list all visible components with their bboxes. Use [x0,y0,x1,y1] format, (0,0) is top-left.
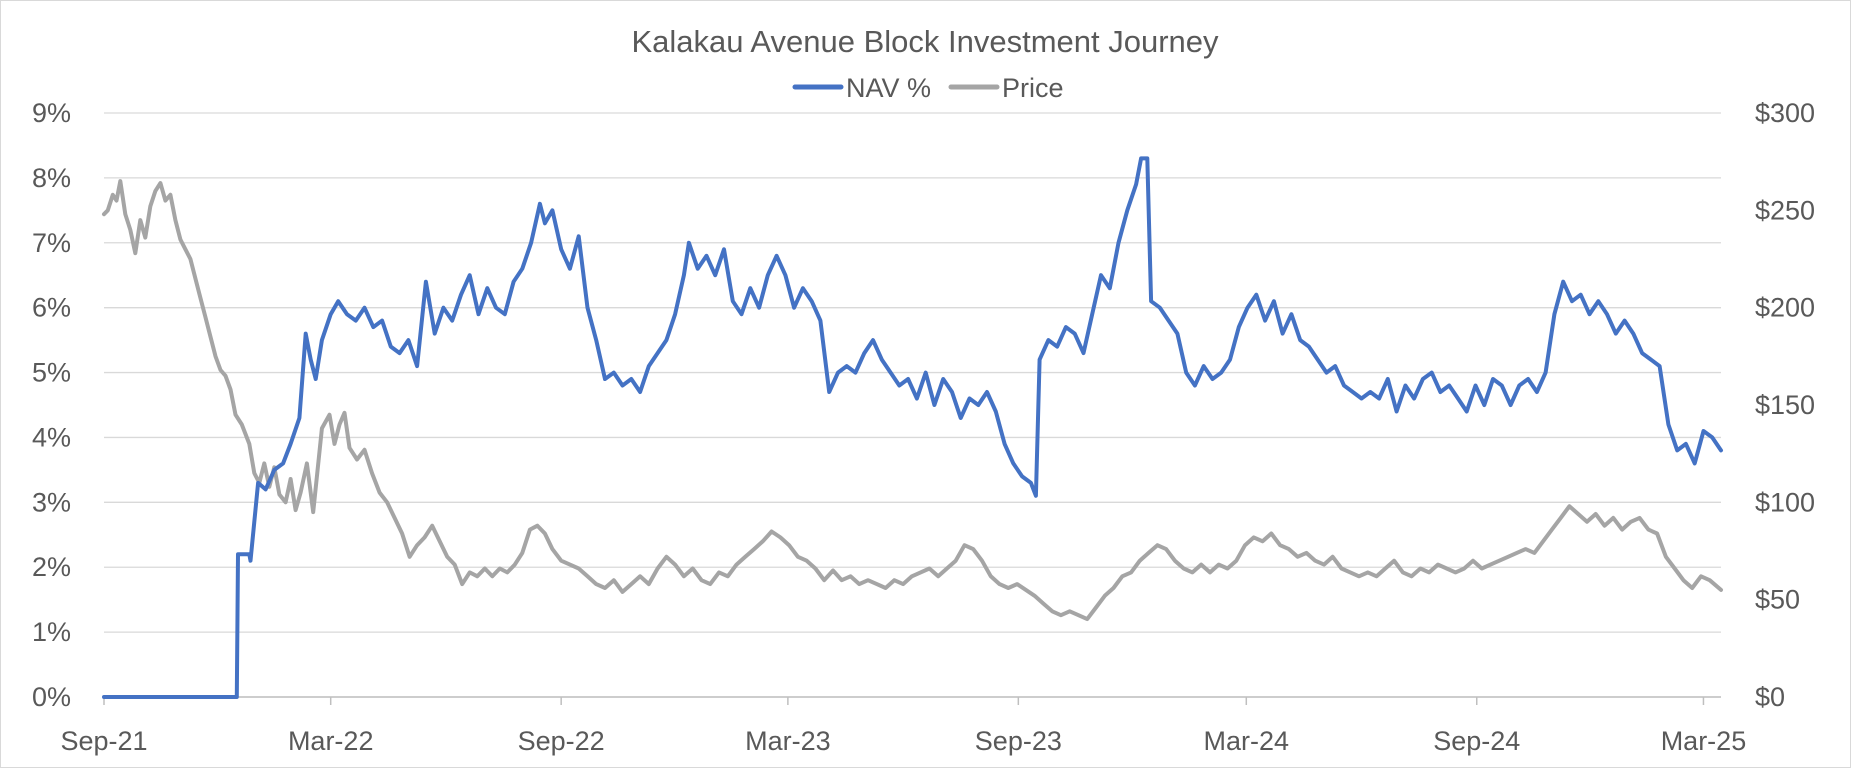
x-tick-label: Sep-23 [975,726,1062,756]
y-right-tick-label: $200 [1755,293,1815,323]
x-tick-label: Mar-23 [745,726,831,756]
x-tick-label: Mar-22 [288,726,374,756]
legend: NAV % Price [792,73,1064,103]
y-axis-left: 0% 1% 2% 3% 4% 5% 6% 7% 8% 9% [32,98,71,712]
x-tick-label: Sep-24 [1433,726,1520,756]
y-left-tick-label: 1% [32,617,71,647]
x-axis: Sep-21 Mar-22 Sep-22 Mar-23 Sep-23 Mar-24 Sep-… [60,696,1747,756]
series-line-price [102,179,1723,622]
x-tick-label: Sep-21 [60,726,147,756]
y-left-tick-label: 4% [32,422,71,452]
x-tick-label: Sep-22 [518,726,605,756]
y-axis-right: $0 $50 $100 $150 $200 $250 $300 [1755,98,1815,712]
y-right-tick-label: $150 [1755,390,1815,420]
series-group [102,156,1723,699]
y-right-tick-label: $100 [1755,487,1815,517]
legend-label-nav: NAV % [846,73,931,103]
y-right-tick-label: $50 [1755,585,1800,615]
y-left-tick-label: 3% [32,487,71,517]
y-left-tick-label: 0% [32,682,71,712]
y-left-tick-label: 9% [32,98,71,128]
x-tick-label: Mar-24 [1204,726,1290,756]
y-right-tick-label: $0 [1755,682,1785,712]
legend-label-price: Price [1002,73,1064,103]
y-left-tick-label: 2% [32,552,71,582]
y-left-tick-label: 8% [32,163,71,193]
y-left-tick-label: 7% [32,228,71,258]
y-right-tick-label: $250 [1755,195,1815,225]
gridlines [104,112,1721,698]
chart-title: Kalakau Avenue Block Investment Journey [631,24,1219,59]
x-tick-label: Mar-25 [1661,726,1747,756]
y-right-tick-label: $300 [1755,98,1815,128]
y-left-tick-label: 6% [32,293,71,323]
y-left-tick-label: 5% [32,358,71,388]
series-line-nav [102,156,1723,699]
